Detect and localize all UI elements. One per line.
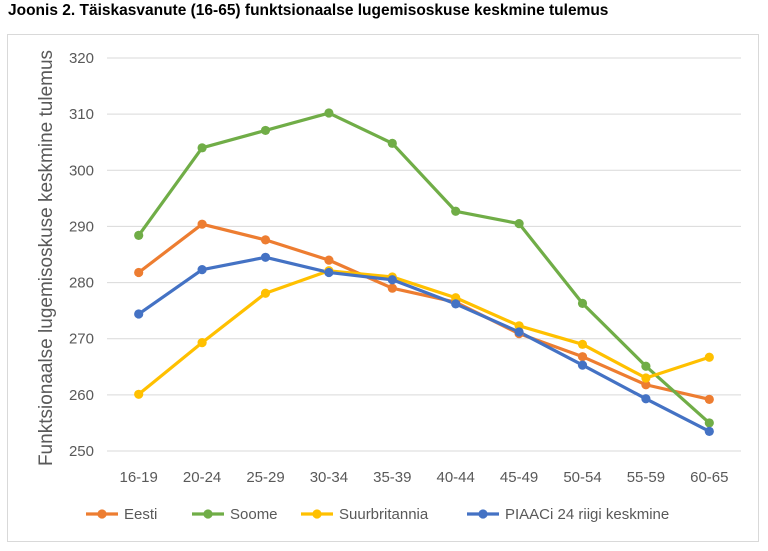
legend-marker xyxy=(478,509,488,519)
y-tick-label: 320 xyxy=(69,50,94,67)
series-line xyxy=(137,111,711,425)
x-tick-label: 30-34 xyxy=(310,469,348,486)
data-point xyxy=(324,255,334,265)
y-axis-ticks: 250 260 270 280 290 300 310 320 xyxy=(69,50,94,460)
legend-marker xyxy=(97,509,107,519)
data-point xyxy=(577,298,588,308)
legend-marker xyxy=(312,509,322,519)
data-point xyxy=(134,267,144,278)
data-point xyxy=(704,426,714,436)
data-point xyxy=(260,235,271,245)
y-tick-label: 250 xyxy=(69,443,94,460)
data-point xyxy=(324,108,334,118)
series-line xyxy=(137,269,711,396)
y-axis-label: Funktsionaalse lugemisoskuse keskmine tu… xyxy=(36,50,57,466)
y-tick-label: 300 xyxy=(69,162,94,179)
data-point xyxy=(197,265,207,275)
data-point xyxy=(577,352,588,362)
data-point xyxy=(641,361,651,371)
data-point xyxy=(577,339,588,349)
legend: Eesti Soome Suurbritannia PIAACi 24 riigi k… xyxy=(86,506,669,523)
x-tick-label: 35-39 xyxy=(373,469,411,486)
legend-label: PIAACi 24 riigi keskmine xyxy=(505,506,669,523)
legend-marker xyxy=(203,509,213,519)
chart-frame xyxy=(7,34,759,542)
data-point xyxy=(641,373,651,383)
x-tick-label: 25-29 xyxy=(246,469,284,486)
data-point xyxy=(704,352,714,362)
data-point xyxy=(260,252,271,262)
data-point xyxy=(260,288,271,298)
data-point xyxy=(134,389,144,399)
data-point xyxy=(704,418,714,428)
legend-label: Soome xyxy=(230,506,278,523)
data-point xyxy=(704,394,714,404)
y-tick-label: 290 xyxy=(69,218,94,235)
data-point xyxy=(197,219,207,229)
gridlines xyxy=(107,57,741,452)
data-point xyxy=(641,394,651,404)
data-point xyxy=(260,125,271,136)
x-tick-label: 45-49 xyxy=(500,469,538,486)
y-tick-label: 270 xyxy=(69,331,94,348)
data-point xyxy=(197,338,207,348)
legend-label: Suurbritannia xyxy=(339,506,429,523)
data-point xyxy=(387,138,397,148)
data-point xyxy=(577,360,588,370)
series-line xyxy=(137,255,711,433)
x-tick-label: 60-65 xyxy=(690,469,728,486)
y-tick-label: 310 xyxy=(69,106,94,123)
data-point xyxy=(197,143,207,153)
x-tick-label: 50-54 xyxy=(563,469,601,486)
data-point xyxy=(387,283,397,293)
data-point xyxy=(134,230,144,241)
data-point xyxy=(641,380,651,390)
y-tick-label: 260 xyxy=(69,387,94,404)
x-tick-label: 55-59 xyxy=(627,469,665,486)
series-line xyxy=(137,222,711,401)
data-point xyxy=(387,275,397,285)
data-point xyxy=(514,219,524,229)
data-point xyxy=(451,299,461,309)
x-tick-label: 40-44 xyxy=(437,469,475,486)
data-point xyxy=(134,309,144,319)
x-tick-label: 16-19 xyxy=(120,469,158,486)
series-lines xyxy=(137,111,711,433)
data-point xyxy=(324,267,334,278)
series-points xyxy=(134,108,714,436)
data-point xyxy=(514,327,524,337)
x-axis-ticks: 16-19 20-24 25-29 30-34 35-39 40-44 45-49 50-54… xyxy=(120,469,729,486)
legend-label: Eesti xyxy=(124,506,157,523)
x-tick-label: 20-24 xyxy=(183,469,221,486)
data-point xyxy=(451,206,461,216)
y-tick-label: 280 xyxy=(69,275,94,292)
figure-title: Joonis 2. Täiskasvanute (16-65) funktsio… xyxy=(8,2,609,19)
